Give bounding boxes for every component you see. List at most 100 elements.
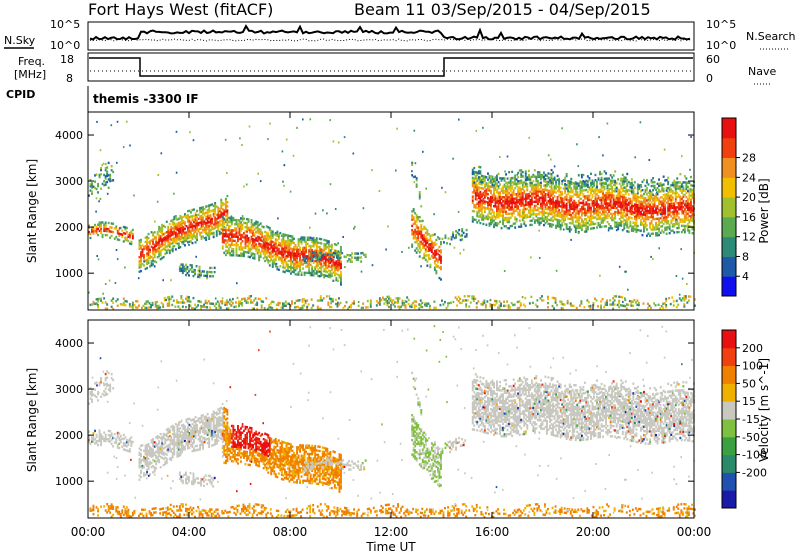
power-cell [100, 299, 103, 302]
power-cell [426, 239, 429, 242]
power-cell [514, 174, 517, 177]
power-cell [270, 244, 273, 247]
power-cell [646, 224, 648, 227]
power-cell [223, 209, 226, 212]
power-cell [152, 240, 155, 243]
power-cell [623, 202, 626, 205]
power-cell [588, 194, 591, 197]
power-cell [664, 205, 667, 209]
power-cell [502, 222, 505, 226]
power-cell [438, 276, 441, 280]
power-cell [199, 211, 202, 214]
power-cell [315, 237, 318, 240]
power-cell [544, 199, 547, 202]
power-cell [420, 205, 423, 208]
power-cell [612, 217, 615, 220]
power-cell [477, 165, 480, 169]
power-cell [568, 228, 571, 231]
power-cell [340, 266, 342, 270]
power-cell [615, 202, 618, 206]
power-cell [426, 245, 429, 249]
power-cell [496, 207, 498, 211]
power-cell [650, 181, 653, 184]
power-cell [291, 266, 294, 269]
power-cell [685, 204, 688, 207]
power-cell [412, 218, 415, 221]
power-cell [627, 203, 630, 206]
power-cell [659, 217, 662, 220]
power-cell [549, 208, 552, 211]
power-cell [192, 270, 195, 274]
power-cell [179, 231, 182, 234]
power-cell [656, 207, 659, 210]
power-cell [180, 224, 183, 227]
power-cell [646, 186, 648, 190]
power-cell [412, 235, 415, 238]
power-cell [624, 198, 627, 201]
power-cell [583, 180, 586, 184]
power-cell [383, 302, 386, 305]
power-cell [198, 273, 201, 277]
power-cell [630, 227, 633, 230]
power-cell [206, 204, 209, 208]
power-cell [683, 224, 686, 228]
power-cell [176, 239, 179, 242]
power-cell [630, 225, 633, 228]
power-cell [98, 221, 101, 224]
power-cell [107, 174, 110, 177]
power-cell [187, 226, 189, 229]
power-cell [360, 252, 363, 255]
power-cell [438, 266, 441, 269]
power-cell [690, 204, 692, 208]
power-cell [88, 232, 90, 236]
power-cell [540, 204, 542, 208]
power-cell [682, 195, 685, 199]
power-cell [288, 245, 291, 248]
power-cell [167, 238, 170, 241]
freq-units: [MHz] [14, 68, 46, 81]
power-cell [113, 237, 116, 240]
power-cell [593, 222, 595, 226]
power-cell [327, 242, 330, 245]
power-cell [159, 249, 162, 253]
power-cell [189, 304, 192, 307]
power-cell [452, 233, 455, 236]
power-cell [556, 225, 559, 228]
power-cell [294, 266, 297, 270]
power-cell [571, 201, 574, 204]
power-cell [420, 224, 423, 227]
power-cell [506, 183, 509, 186]
power-cell [182, 240, 185, 243]
power-cell [224, 228, 227, 232]
power-cell [555, 180, 558, 183]
power-cell [620, 212, 623, 215]
power-cell [647, 211, 650, 215]
power-cell [649, 234, 652, 237]
power-cell [688, 225, 691, 228]
power-cell [473, 218, 476, 221]
power-cell [199, 217, 202, 220]
power-cell [665, 222, 668, 225]
power-cell [591, 204, 594, 207]
power-cell [565, 194, 568, 197]
power-cell [250, 254, 253, 257]
power-cell [174, 223, 177, 226]
power-cell [171, 239, 174, 242]
power-cell [209, 218, 212, 221]
power-cell [514, 182, 517, 186]
power-cell [664, 228, 667, 232]
power-cell [658, 227, 661, 231]
power-cell [327, 273, 330, 276]
power-cell [638, 210, 641, 213]
power-cell [168, 251, 171, 255]
power-cell [106, 172, 109, 175]
power-cell [611, 179, 614, 182]
power-cell [540, 175, 542, 179]
power-cell [164, 248, 167, 251]
power-cell [609, 216, 612, 220]
power-cell [230, 237, 233, 240]
power-cell [518, 209, 521, 212]
power-cell [503, 191, 506, 195]
power-cell [671, 225, 674, 228]
power-cell [429, 234, 432, 238]
